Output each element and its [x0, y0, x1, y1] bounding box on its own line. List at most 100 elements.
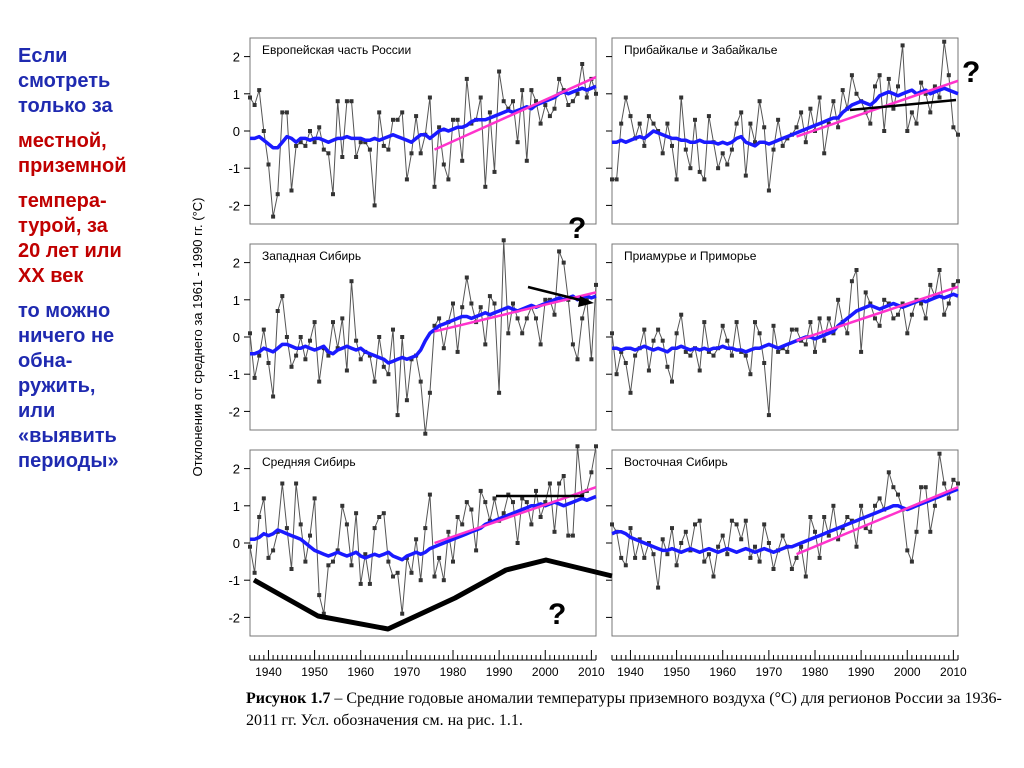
raw-data-point	[404, 398, 409, 403]
raw-data-point	[665, 364, 670, 369]
raw-data-point	[859, 503, 864, 508]
raw-data-point	[946, 301, 951, 306]
panel-прибайкалье-и-забайкалье: Прибайкалье и Забайкалье	[606, 37, 960, 225]
raw-data-point	[284, 110, 289, 115]
raw-data-point	[729, 518, 734, 523]
raw-data-point	[575, 357, 580, 362]
side-text-intro: Если смотреть только за	[18, 45, 113, 117]
raw-data-point	[688, 166, 693, 171]
raw-data-point	[280, 110, 285, 115]
raw-data-point	[557, 76, 562, 81]
raw-data-point	[294, 143, 299, 148]
raw-data-point	[794, 555, 799, 560]
raw-data-point	[248, 544, 252, 549]
raw-data-point	[464, 76, 469, 81]
raw-data-point	[409, 151, 414, 156]
raw-data-point	[294, 481, 299, 486]
raw-data-point	[552, 106, 557, 111]
raw-data-point	[303, 357, 308, 362]
raw-data-point	[589, 357, 594, 362]
raw-data-point	[515, 140, 520, 145]
raw-data-point	[580, 62, 585, 66]
trend-line	[434, 75, 597, 151]
raw-data-point	[331, 559, 335, 564]
raw-data-point	[441, 578, 446, 583]
panel-восточная-сибирь: Восточная Сибирь	[606, 449, 960, 637]
raw-data-point	[817, 95, 822, 100]
raw-data-point	[683, 529, 688, 534]
smoothed-series-line	[611, 487, 959, 555]
raw-data-point	[409, 570, 414, 575]
y-tick-label: -1	[228, 161, 240, 176]
raw-data-point	[739, 349, 744, 354]
raw-data-point	[451, 117, 455, 122]
raw-data-point	[349, 279, 354, 284]
raw-data-point	[822, 151, 827, 156]
raw-data-point	[326, 563, 331, 568]
raw-data-point	[261, 496, 266, 501]
x-tick-label: 2010	[940, 665, 967, 679]
raw-data-point	[455, 117, 460, 122]
raw-data-point	[506, 106, 511, 111]
raw-data-point	[831, 503, 836, 508]
x-tick-label: 1990	[486, 665, 513, 679]
raw-data-point	[547, 114, 552, 119]
raw-data-point	[469, 301, 474, 306]
raw-data-point	[511, 99, 515, 104]
raw-data-point	[381, 511, 386, 516]
raw-data-point	[284, 335, 289, 339]
raw-data-point	[753, 320, 757, 325]
raw-data-point	[909, 312, 914, 317]
raw-data-point	[813, 349, 817, 354]
raw-data-point	[729, 353, 734, 358]
raw-data-point	[932, 84, 937, 89]
raw-data-point	[923, 485, 928, 490]
raw-data-point	[455, 515, 460, 519]
question-mark-bottom: ?	[548, 598, 567, 631]
raw-data-point	[905, 548, 910, 553]
raw-data-point	[716, 166, 721, 171]
y-tick-label: 1	[233, 87, 240, 102]
raw-data-point	[826, 533, 831, 538]
raw-data-point	[670, 379, 674, 384]
raw-data-point	[771, 323, 776, 328]
raw-data-point	[557, 481, 562, 486]
raw-data-point	[271, 548, 276, 553]
raw-data-point	[794, 327, 799, 332]
raw-data-point	[441, 162, 446, 167]
smoothed-series-line	[612, 86, 959, 148]
raw-data-point	[942, 39, 947, 44]
raw-data-point	[725, 162, 730, 167]
raw-data-point	[840, 88, 845, 93]
raw-data-point	[520, 496, 525, 501]
raw-data-point	[642, 327, 647, 332]
raw-data-point	[312, 140, 317, 145]
raw-data-point	[646, 114, 651, 119]
raw-data-point	[367, 581, 372, 586]
raw-data-point	[803, 574, 808, 579]
raw-data-point	[951, 477, 956, 482]
raw-data-point	[780, 533, 785, 538]
raw-data-point	[303, 559, 308, 564]
raw-data-point	[501, 238, 506, 243]
raw-data-point	[845, 515, 850, 519]
raw-data-point	[753, 544, 757, 549]
raw-data-point	[720, 151, 725, 156]
raw-data-point	[386, 372, 391, 377]
raw-data-point	[418, 379, 423, 384]
raw-data-point	[594, 91, 598, 96]
raw-data-point	[928, 282, 933, 287]
raw-data-point	[478, 305, 483, 310]
raw-data-point	[354, 338, 359, 343]
raw-data-point	[358, 581, 363, 586]
raw-data-point	[909, 110, 914, 115]
raw-data-point	[326, 151, 331, 156]
raw-data-point	[923, 91, 928, 96]
side-text-local: местной, приземной	[18, 130, 127, 177]
raw-data-point	[520, 88, 525, 93]
raw-data-point	[951, 125, 956, 130]
raw-data-point	[854, 544, 859, 549]
raw-data-point	[766, 188, 771, 193]
raw-data-point	[248, 331, 252, 336]
raw-data-point	[275, 309, 280, 313]
